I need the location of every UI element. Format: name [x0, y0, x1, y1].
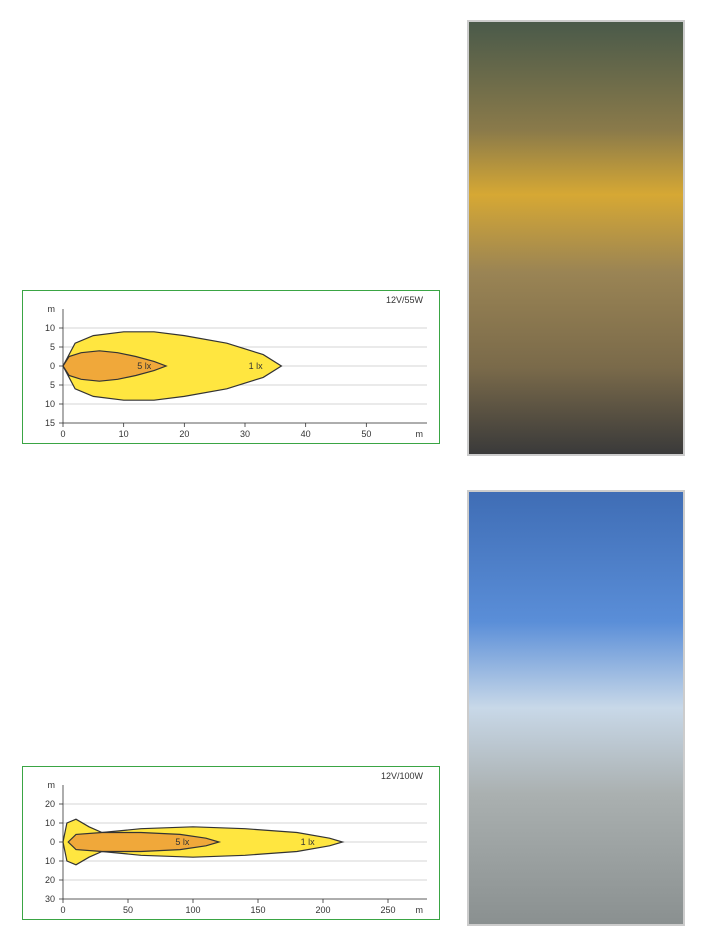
- beam-chart-55w: 01020304050m151050510m5 lx1 lx 12V/55W: [22, 290, 440, 444]
- chart-title: 12V/100W: [381, 771, 424, 781]
- y-tick-label: 30: [45, 894, 55, 904]
- x-tick-label: 20: [179, 429, 189, 439]
- x-tick-label: 50: [123, 905, 133, 915]
- y-tick-label: 5: [50, 342, 55, 352]
- product-photo-lightmast: [467, 490, 685, 926]
- inner-beam-label: 5 lx: [137, 361, 152, 371]
- x-unit-label: m: [416, 429, 424, 439]
- y-tick-label: 10: [45, 323, 55, 333]
- x-tick-label: 100: [185, 905, 200, 915]
- outer-beam-label: 1 lx: [301, 837, 316, 847]
- y-unit-label: m: [48, 304, 56, 314]
- y-tick-label: 5: [50, 380, 55, 390]
- outer-beam-label: 1 lx: [249, 361, 264, 371]
- y-tick-label: 10: [45, 399, 55, 409]
- y-unit-label: m: [48, 780, 56, 790]
- x-tick-label: 40: [301, 429, 311, 439]
- y-tick-label: 10: [45, 818, 55, 828]
- x-tick-label: 0: [60, 905, 65, 915]
- x-tick-label: 0: [60, 429, 65, 439]
- beam-chart-100w: 050100150200250m30201001020m5 lx1 lx 12V…: [22, 766, 440, 920]
- x-tick-label: 200: [315, 905, 330, 915]
- x-tick-label: 250: [380, 905, 395, 915]
- x-tick-label: 150: [250, 905, 265, 915]
- y-tick-label: 15: [45, 418, 55, 428]
- y-tick-label: 10: [45, 856, 55, 866]
- chart-title: 12V/55W: [386, 295, 424, 305]
- y-tick-label: 20: [45, 799, 55, 809]
- product-photo-worklight: [467, 20, 685, 456]
- y-tick-label: 0: [50, 837, 55, 847]
- y-tick-label: 20: [45, 875, 55, 885]
- y-tick-label: 0: [50, 361, 55, 371]
- inner-beam-label: 5 lx: [175, 837, 190, 847]
- x-tick-label: 30: [240, 429, 250, 439]
- x-tick-label: 10: [119, 429, 129, 439]
- x-tick-label: 50: [361, 429, 371, 439]
- x-unit-label: m: [416, 905, 424, 915]
